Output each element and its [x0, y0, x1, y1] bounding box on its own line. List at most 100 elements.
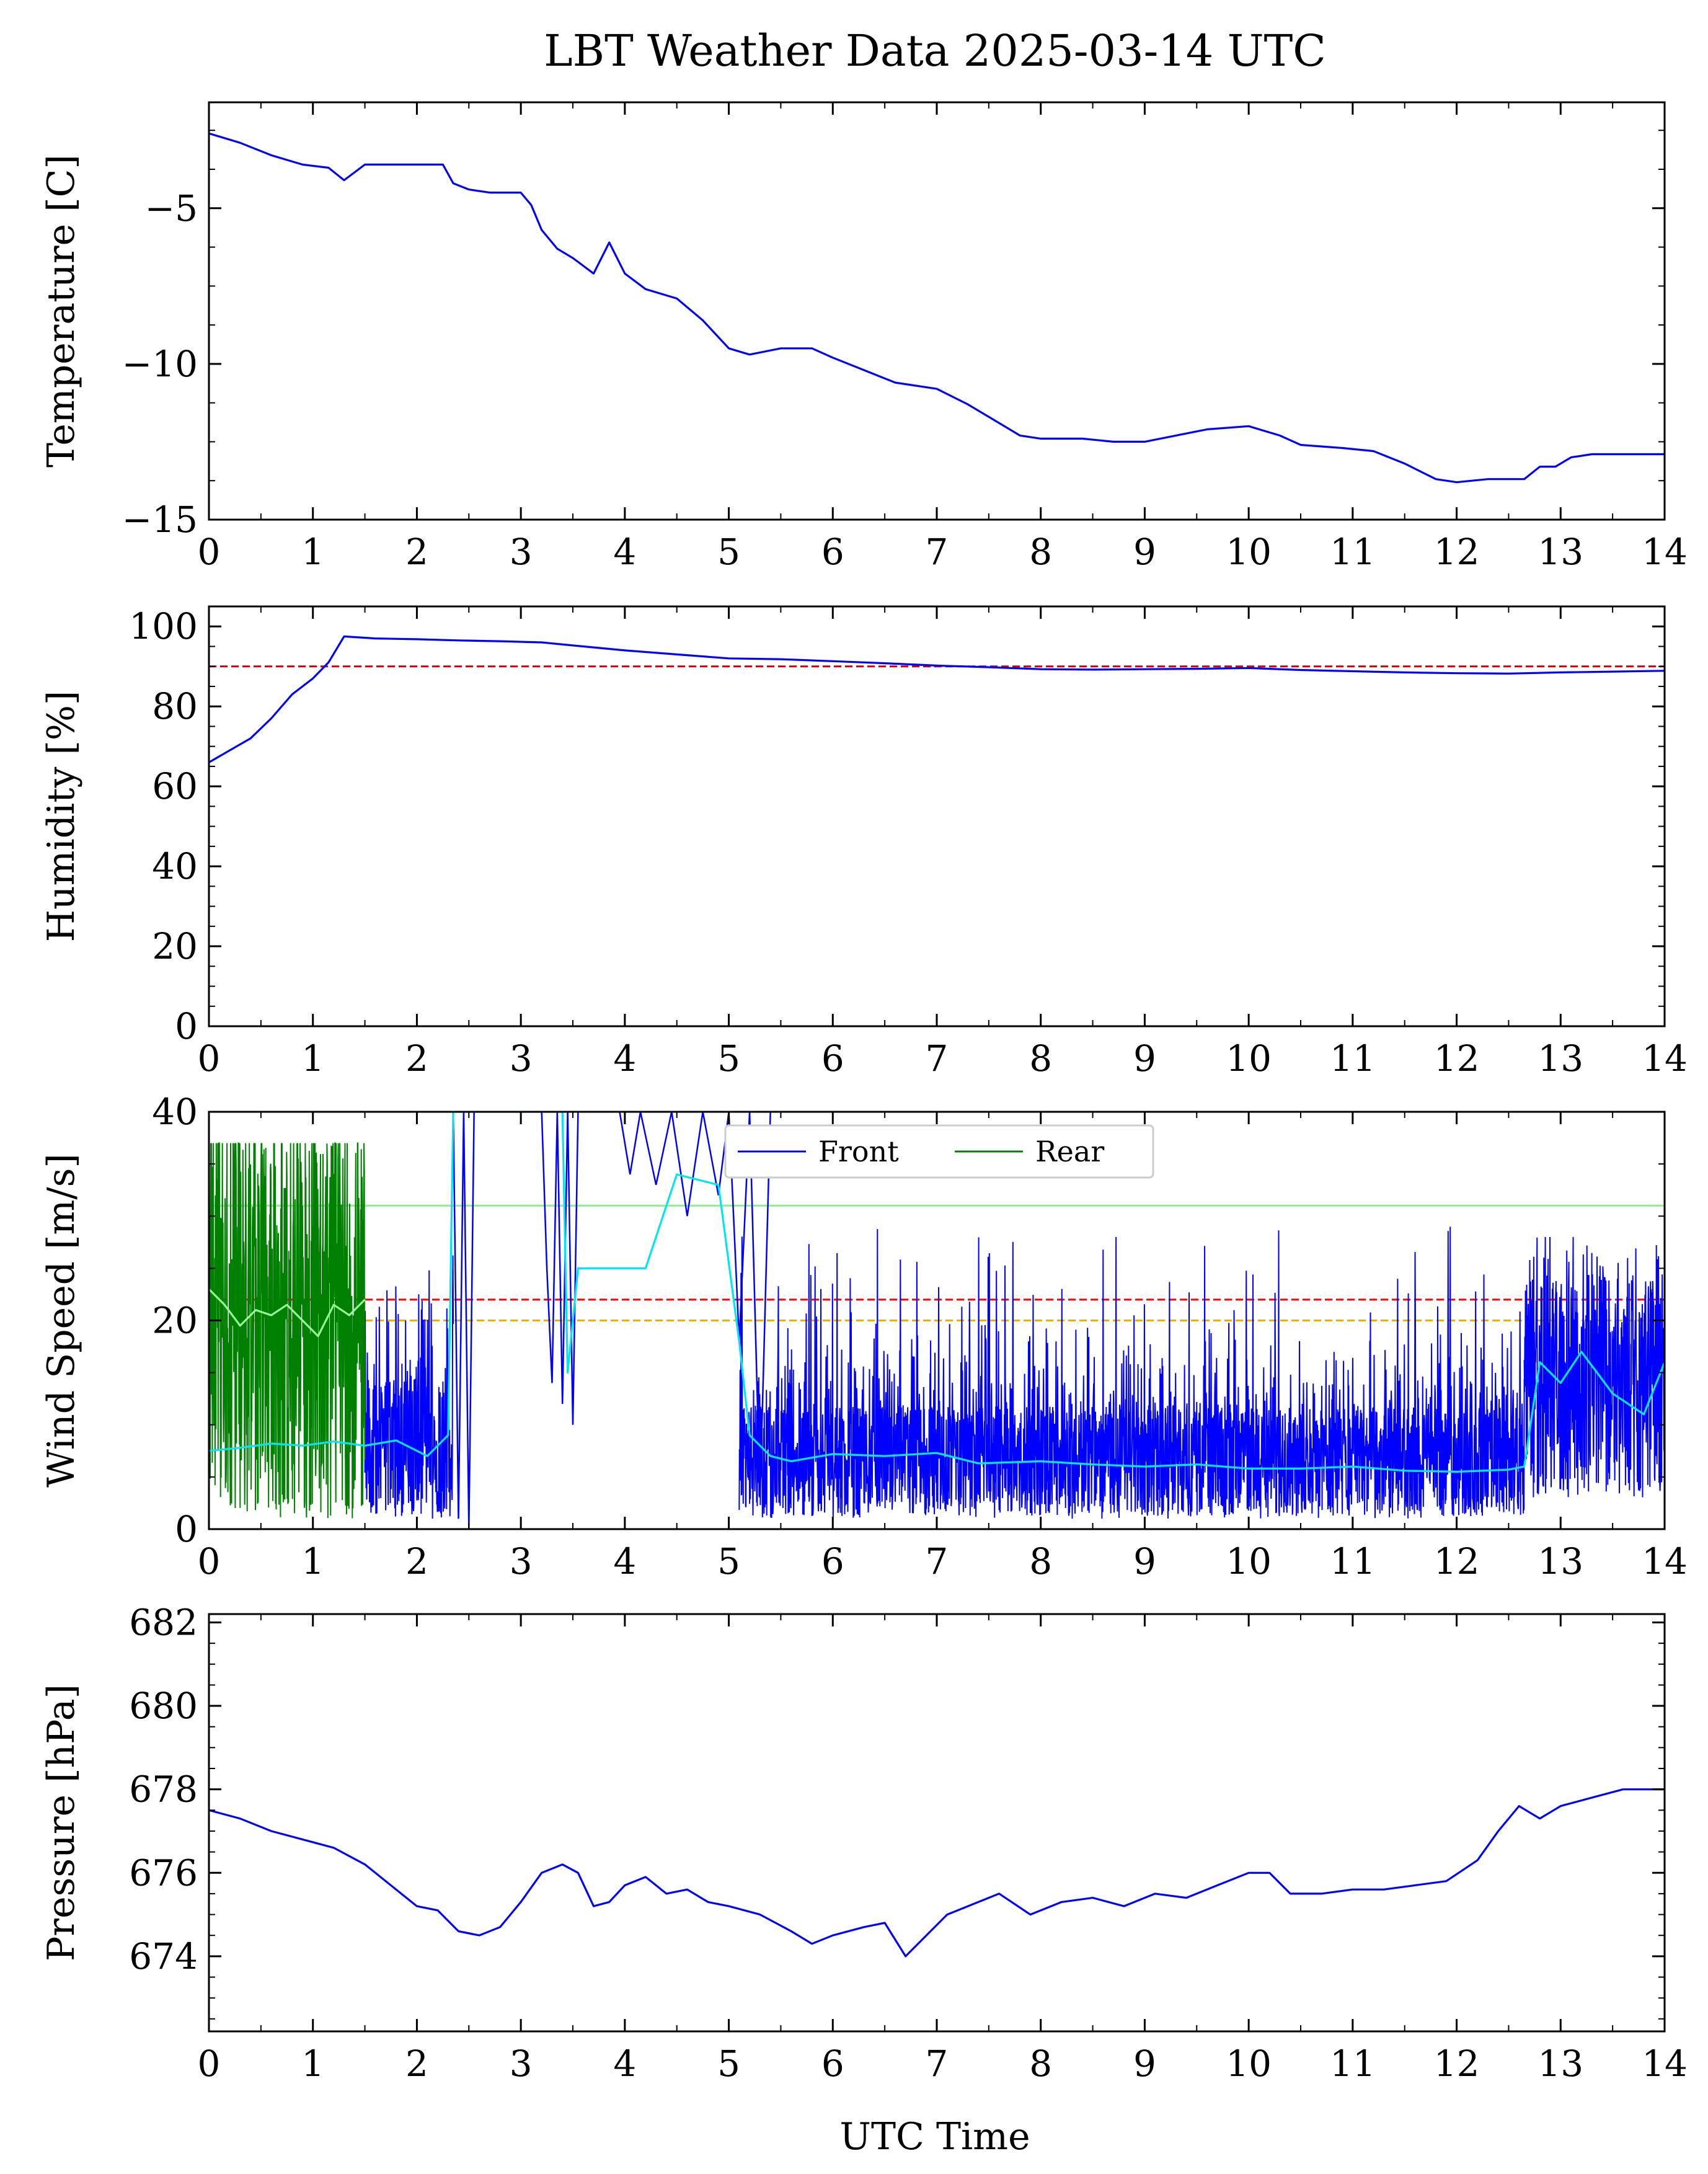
panel-temperature: 0 1 2 3 4 5 6 7 8 9 10 11 12 13 14−15−10−5Temperature … [40, 101, 1688, 573]
legend-label-0: Front [818, 1135, 899, 1168]
y-tick-label-wind: 40 [152, 1091, 198, 1133]
x-tick-label-humidity: 2 [405, 1037, 428, 1080]
x-tick-label-temperature: 4 [613, 531, 636, 573]
x-tick-label-wind: 5 [717, 1540, 740, 1582]
x-tick-label-temperature: 7 [926, 531, 949, 573]
y-axis-label-humidity: Humidity [%] [40, 691, 83, 943]
x-tick-label-pressure: 7 [926, 2043, 949, 2085]
series-humidity-0 [209, 635, 1665, 763]
x-tick-label-pressure: 10 [1226, 2043, 1272, 2085]
x-tick-label-temperature: 6 [821, 531, 844, 573]
series-wind-front-segment-1 [738, 1227, 1525, 1519]
x-tick-label-temperature: 13 [1538, 531, 1583, 573]
x-tick-label-wind: 4 [613, 1540, 636, 1582]
x-tick-label-temperature: 14 [1642, 531, 1688, 573]
x-tick-label-humidity: 0 [198, 1037, 221, 1080]
x-axis-label: UTC Time [839, 2115, 1030, 2158]
x-tick-label-humidity: 7 [926, 1037, 949, 1080]
x-tick-label-humidity: 12 [1434, 1037, 1480, 1080]
y-tick-label-pressure: 680 [129, 1685, 198, 1727]
y-tick-label-temperature: −5 [145, 187, 198, 229]
x-tick-label-temperature: 3 [510, 531, 533, 573]
x-tick-label-humidity: 9 [1133, 1037, 1156, 1080]
x-tick-label-wind: 0 [198, 1540, 221, 1582]
x-tick-label-pressure: 6 [821, 2043, 844, 2085]
x-tick-label-wind: 7 [926, 1540, 949, 1582]
x-tick-label-temperature: 10 [1226, 531, 1272, 573]
x-tick-label-pressure: 11 [1330, 2043, 1376, 2085]
y-tick-label-humidity: 60 [152, 765, 198, 807]
x-tick-label-temperature: 8 [1029, 531, 1052, 573]
figure-title: LBT Weather Data 2025-03-14 UTC [544, 25, 1326, 76]
x-tick-label-pressure: 3 [510, 2043, 533, 2085]
y-tick-label-pressure: 682 [129, 1601, 198, 1643]
legend-label-1: Rear [1035, 1135, 1104, 1168]
y-tick-label-humidity: 20 [152, 925, 198, 967]
x-tick-label-wind: 8 [1029, 1540, 1052, 1582]
x-tick-label-pressure: 12 [1434, 2043, 1480, 2085]
y-tick-label-pressure: 678 [129, 1768, 198, 1811]
x-tick-label-wind: 6 [821, 1540, 844, 1582]
x-tick-label-wind: 9 [1133, 1540, 1156, 1582]
x-tick-label-temperature: 0 [198, 531, 221, 573]
series-wind-front-segment-2 [1523, 1236, 1665, 1497]
x-tick-label-temperature: 12 [1434, 531, 1480, 573]
x-tick-label-pressure: 2 [405, 2043, 428, 2085]
panels: 0 1 2 3 4 5 6 7 8 9 10 11 12 13 14−15−10−5Temperature … [40, 101, 1688, 2085]
x-tick-label-wind: 3 [510, 1540, 533, 1582]
y-axis-label-pressure: Pressure [hPa] [40, 1684, 83, 1961]
x-tick-label-pressure: 13 [1538, 2043, 1583, 2085]
panel-pressure: 0 1 2 3 4 5 6 7 8 9 10 11 12 13 14674676678680682Press… [40, 1601, 1688, 2085]
series-temperature-0 [209, 132, 1665, 484]
x-tick-label-wind: 10 [1226, 1540, 1272, 1582]
x-tick-label-humidity: 13 [1538, 1037, 1583, 1080]
y-tick-label-pressure: 676 [129, 1852, 198, 1894]
x-tick-label-temperature: 11 [1330, 531, 1376, 573]
x-tick-label-humidity: 3 [510, 1037, 533, 1080]
y-axis-label-temperature: Temperature [C] [40, 154, 83, 468]
x-tick-label-pressure: 0 [198, 2043, 221, 2085]
x-tick-label-humidity: 1 [301, 1037, 324, 1080]
x-tick-label-temperature: 5 [717, 531, 740, 573]
y-tick-label-humidity: 100 [129, 605, 198, 647]
x-tick-label-wind: 13 [1538, 1540, 1583, 1582]
y-tick-label-pressure: 674 [129, 1935, 198, 1977]
x-tick-label-pressure: 4 [613, 2043, 636, 2085]
x-tick-label-humidity: 10 [1226, 1037, 1272, 1080]
y-tick-label-humidity: 0 [175, 1005, 198, 1047]
x-tick-label-temperature: 1 [301, 531, 324, 573]
x-tick-label-wind: 2 [405, 1540, 428, 1582]
y-tick-label-humidity: 40 [152, 845, 198, 887]
series-pressure-0 [209, 1788, 1665, 1958]
series-wind-rear-segment-0 [209, 1142, 366, 1519]
x-tick-label-humidity: 4 [613, 1037, 636, 1080]
y-tick-label-humidity: 80 [152, 685, 198, 727]
y-tick-label-temperature: −10 [122, 343, 198, 385]
plot-area-temperature [209, 132, 1665, 484]
plot-area-wind [209, 1112, 1665, 1529]
x-tick-label-temperature: 9 [1133, 531, 1156, 573]
series-wind-front-spikes-0 [452, 1112, 475, 1529]
x-tick-label-wind: 11 [1330, 1540, 1376, 1582]
x-tick-label-pressure: 5 [717, 2043, 740, 2085]
panel-humidity: 0 1 2 3 4 5 6 7 8 9 10 11 12 13 14020406080100Humidity… [40, 605, 1688, 1080]
series-wind-front-segment-0 [364, 1255, 454, 1519]
series-wind-front-mean- [209, 1112, 1665, 1473]
x-tick-label-wind: 1 [301, 1540, 324, 1582]
x-tick-label-wind: 12 [1434, 1540, 1480, 1582]
x-tick-label-pressure: 8 [1029, 2043, 1052, 2085]
x-tick-label-humidity: 6 [821, 1037, 844, 1080]
y-tick-label-wind: 20 [152, 1300, 198, 1342]
x-tick-label-pressure: 9 [1133, 2043, 1156, 2085]
x-tick-label-humidity: 5 [717, 1037, 740, 1080]
legend-box [724, 1124, 1154, 1179]
y-tick-label-wind: 0 [175, 1508, 198, 1550]
series-wind-rear-mean- [209, 1288, 366, 1338]
x-tick-label-wind: 14 [1642, 1540, 1688, 1582]
x-tick-label-temperature: 2 [405, 531, 428, 573]
x-tick-label-humidity: 11 [1330, 1037, 1376, 1080]
x-tick-label-humidity: 8 [1029, 1037, 1052, 1080]
plot-area-pressure [209, 1788, 1665, 1958]
